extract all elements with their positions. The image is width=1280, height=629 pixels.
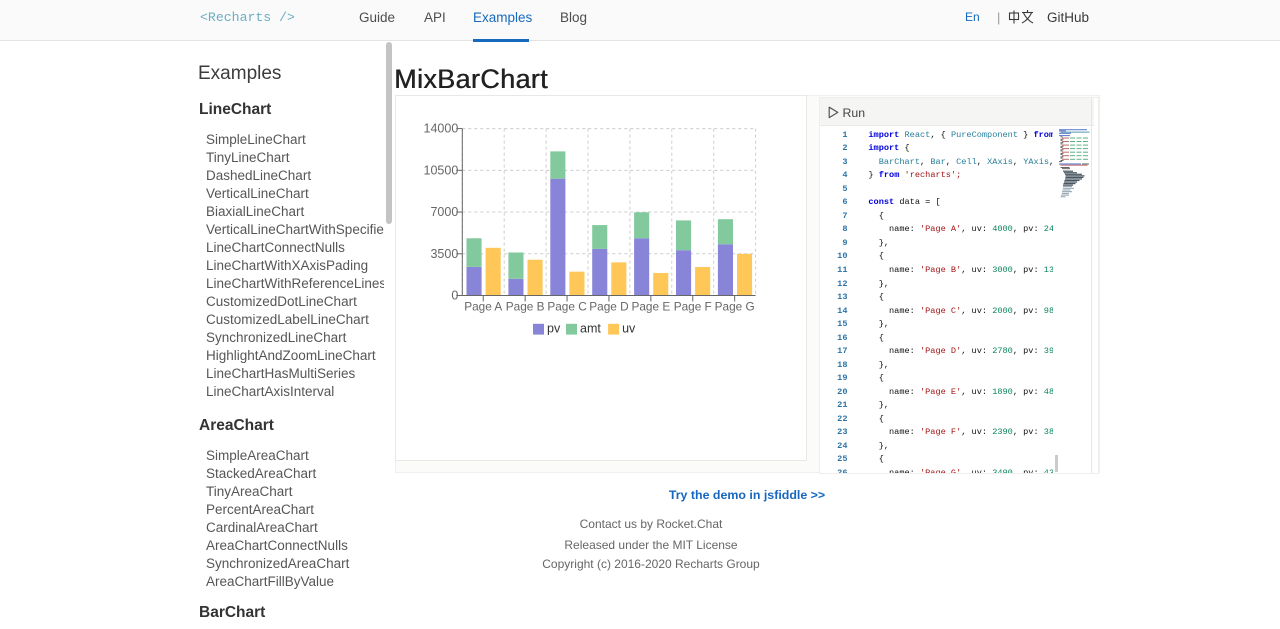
svg-text:0: 0 — [451, 289, 458, 303]
svg-text:10500: 10500 — [424, 163, 459, 177]
svg-text:Page C: Page C — [547, 300, 587, 314]
svg-text:Page F: Page F — [674, 300, 712, 314]
svg-text:Page G: Page G — [715, 300, 755, 314]
svg-text:7000: 7000 — [430, 205, 458, 219]
svg-text:uv: uv — [622, 321, 636, 335]
svg-text:Page D: Page D — [589, 300, 628, 314]
svg-text:Page A: Page A — [464, 300, 502, 314]
svg-text:pv: pv — [547, 321, 561, 335]
svg-text:amt: amt — [580, 321, 601, 335]
svg-text:Page B: Page B — [506, 300, 545, 314]
svg-text:14000: 14000 — [424, 122, 459, 136]
svg-text:3500: 3500 — [430, 247, 458, 261]
svg-text:Page E: Page E — [631, 300, 670, 314]
